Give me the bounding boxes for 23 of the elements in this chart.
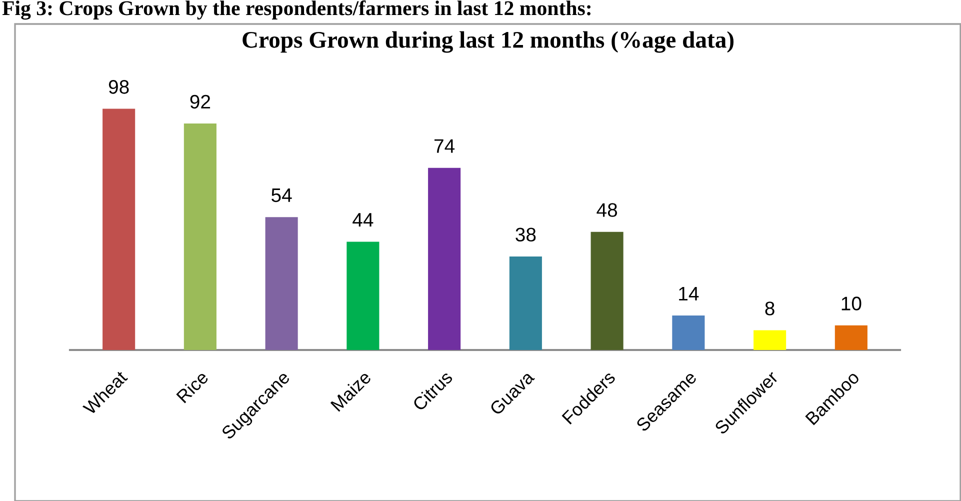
caption: Fig 3: Crops Grown by the respondents/farmers in last 12 months: <box>2 0 590 20</box>
bar <box>102 108 136 350</box>
chart-title: Crops Grown during last 12 months (%age data) <box>242 31 734 53</box>
data-label: 92 <box>190 94 210 109</box>
x-tick-label: Rice <box>176 370 210 404</box>
data-label: 74 <box>434 139 455 153</box>
bar <box>184 124 216 350</box>
data-label: 8 <box>765 302 774 316</box>
data-label: 14 <box>679 287 699 300</box>
data-label: 44 <box>352 213 374 227</box>
bar <box>509 256 542 350</box>
data-label: 98 <box>108 80 129 94</box>
bar <box>346 242 380 350</box>
bar <box>265 217 298 350</box>
data-label: 54 <box>272 188 292 202</box>
data-label: 10 <box>842 296 862 310</box>
data-label: 48 <box>596 203 618 217</box>
data-label: 38 <box>516 228 536 242</box>
bar <box>834 325 868 350</box>
bar <box>754 330 786 350</box>
bar <box>428 168 461 350</box>
bar <box>590 232 624 350</box>
bar <box>672 316 705 350</box>
